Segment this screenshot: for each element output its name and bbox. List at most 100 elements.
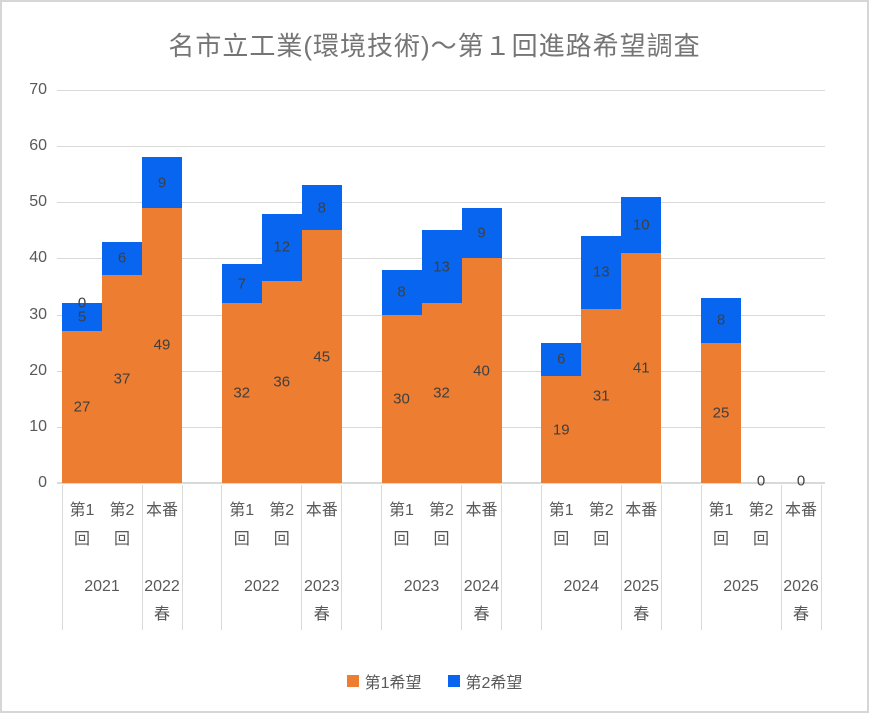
bar-segment-second-choice (142, 157, 182, 208)
y-axis-tick-label: 40 (29, 249, 47, 267)
category-label-round: 第1 回 (69, 502, 95, 548)
category-label-year: 2024 (563, 578, 600, 595)
category-divider (501, 485, 502, 630)
data-label-first-choice: 32 (433, 384, 450, 402)
category-label-round: 第2 回 (429, 502, 454, 548)
bar-segment-first-choice (301, 230, 342, 483)
bar-segment-second-choice (541, 342, 582, 377)
category-divider (540, 485, 542, 630)
category-label-round: 本番 (625, 502, 658, 519)
data-label-zero: 0 (796, 472, 806, 490)
bar-segment-second-choice (261, 213, 302, 281)
data-label-second-choice: 7 (237, 275, 246, 293)
category-divider (141, 485, 143, 630)
gridline (57, 90, 825, 91)
y-axis-tick-label: 20 (29, 361, 47, 379)
legend-item-second-choice: 第2希望 (447, 669, 523, 693)
legend: 第1希望 第2希望 (2, 669, 867, 693)
legend-label-second-choice: 第2希望 (465, 675, 523, 692)
bar-segment-first-choice (581, 308, 622, 483)
bar-segment-second-choice (381, 269, 422, 315)
data-label-zero: 0 (756, 472, 766, 490)
y-axis-tick-label: 10 (29, 417, 47, 435)
category-label-round: 本番 (784, 502, 818, 519)
bar-segment-second-choice (102, 241, 142, 276)
category-divider (780, 485, 782, 630)
bar-segment-second-choice (62, 303, 102, 332)
data-label-second-choice: 9 (477, 224, 486, 242)
bar-segment-first-choice (62, 331, 102, 483)
data-label-first-choice: 19 (552, 421, 570, 439)
legend-swatch-second-choice (447, 675, 460, 687)
bar-segment-first-choice (421, 303, 462, 483)
category-divider (700, 485, 702, 630)
category-label-spring: 2026 春 (783, 578, 819, 623)
data-label-second-choice: 5 (77, 308, 87, 326)
category-label-spring: 2024 春 (463, 578, 500, 623)
gridline (57, 146, 825, 148)
category-label-round: 第2 回 (269, 502, 295, 548)
category-divider (820, 485, 822, 630)
bar-segment-second-choice (421, 230, 462, 304)
bar-segment-first-choice (261, 280, 302, 483)
data-label-first-choice: 32 (233, 384, 251, 402)
data-label-second-choice: 8 (317, 199, 326, 217)
category-label-round: 第1 回 (389, 502, 414, 548)
gridline (57, 202, 825, 204)
bar-segment-second-choice (581, 235, 622, 309)
data-label-first-choice: 27 (73, 398, 91, 416)
bar-segment-first-choice (621, 252, 662, 483)
data-label-first-choice: 25 (712, 404, 730, 422)
category-label-year: 2025 (723, 578, 759, 595)
y-axis-tick-label: 0 (38, 474, 47, 491)
data-label-second-choice: 6 (117, 249, 127, 267)
category-label-year: 2023 (403, 578, 440, 595)
bar-segment-first-choice (381, 314, 422, 483)
category-divider (61, 485, 63, 630)
category-label-spring: 2022 春 (144, 578, 180, 623)
data-label-second-choice: 13 (433, 258, 450, 276)
data-label-extra-zero: 0 (77, 294, 87, 312)
data-label-second-choice: 13 (592, 263, 610, 281)
data-label-first-choice: 36 (273, 373, 291, 391)
bar-segment-first-choice (221, 303, 262, 483)
data-label-first-choice: 49 (153, 336, 171, 354)
y-axis-tick-label: 70 (29, 81, 47, 98)
category-label-round: 第1 回 (708, 502, 734, 548)
category-divider (461, 485, 462, 630)
legend-item-first-choice: 第1希望 (346, 669, 422, 693)
data-label-first-choice: 31 (592, 387, 610, 405)
data-label-first-choice: 37 (113, 370, 131, 388)
chart-title: 名市立工業(環境技術)～第１回進路希望調査 (168, 31, 701, 61)
legend-swatch-first-choice (346, 675, 359, 687)
bar-segment-second-choice (701, 297, 741, 343)
data-label-second-choice: 10 (632, 216, 650, 234)
category-label-round: 第1 回 (548, 502, 574, 548)
bar-segment-first-choice (142, 207, 182, 483)
y-axis-tick-label: 50 (29, 193, 47, 211)
category-label-round: 第1 回 (229, 502, 255, 548)
data-label-first-choice: 41 (632, 359, 650, 377)
data-label-second-choice: 6 (557, 350, 566, 368)
category-divider (620, 485, 622, 630)
category-divider (341, 485, 343, 630)
category-label-round: 第2 回 (748, 502, 774, 548)
category-label-round: 本番 (145, 502, 179, 519)
category-divider (181, 485, 183, 630)
category-label-round: 本番 (465, 502, 498, 519)
bar-segment-second-choice (621, 196, 662, 253)
bar-segment-second-choice (461, 207, 502, 259)
category-label-spring: 2023 春 (303, 578, 340, 623)
category-divider (221, 485, 223, 630)
category-divider (381, 485, 382, 630)
bar-segment-second-choice (301, 185, 342, 231)
data-label-second-choice: 8 (716, 311, 726, 329)
bar-segment-second-choice (221, 264, 262, 304)
bar-segment-first-choice (541, 376, 582, 483)
category-label-round: 本番 (305, 502, 338, 519)
data-label-second-choice: 12 (273, 238, 291, 256)
category-label-spring: 2025 春 (623, 578, 660, 623)
category-label-year: 2022 (243, 578, 280, 595)
data-label-first-choice: 30 (393, 390, 410, 408)
x-axis-line (57, 482, 825, 484)
